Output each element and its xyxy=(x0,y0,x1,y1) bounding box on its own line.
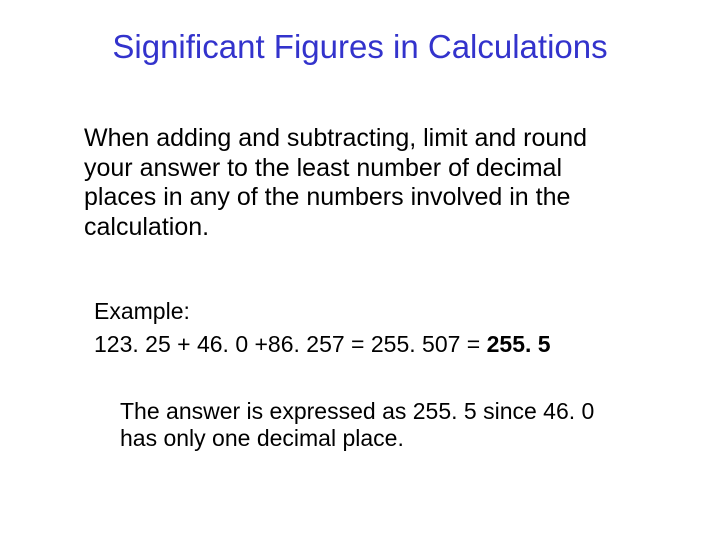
rule-paragraph: When adding and subtracting, limit and r… xyxy=(84,124,640,242)
explanation-paragraph: The answer is expressed as 255. 5 since … xyxy=(120,398,630,453)
example-equation: 123. 25 + 46. 0 +86. 257 = 255. 507 = 25… xyxy=(94,329,720,360)
example-label: Example: xyxy=(94,296,720,327)
slide: Significant Figures in Calculations When… xyxy=(0,0,720,540)
slide-title: Significant Figures in Calculations xyxy=(0,28,720,66)
example-equation-result: 255. 5 xyxy=(487,331,551,357)
example-block: Example: 123. 25 + 46. 0 +86. 257 = 255.… xyxy=(94,296,720,360)
example-equation-plain: 123. 25 + 46. 0 +86. 257 = 255. 507 = xyxy=(94,331,487,357)
